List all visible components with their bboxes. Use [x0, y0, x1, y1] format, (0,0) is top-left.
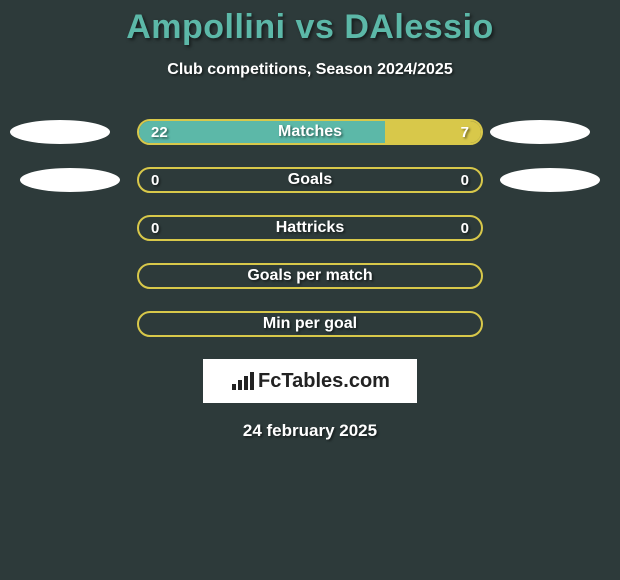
stat-bar: Matches22 7 — [137, 119, 483, 145]
player-marker-right — [490, 120, 590, 144]
logo: FcTables.com — [230, 370, 390, 393]
stat-value-left: 0 — [151, 217, 159, 239]
title-player-right: DAlessio — [344, 8, 494, 46]
logo-text: FcTables.com — [258, 370, 390, 393]
title-vs: vs — [296, 8, 335, 46]
stat-row: Min per goal — [0, 311, 620, 337]
stat-value-right: 0 — [461, 169, 469, 191]
bar-chart-icon — [230, 370, 256, 392]
stat-row: Hattricks0 0 — [0, 215, 620, 241]
main-container: Ampollini vs DAlessio Club competitions,… — [0, 0, 620, 441]
stat-label: Hattricks — [139, 217, 481, 239]
stat-row: Matches22 7 — [0, 119, 620, 145]
stat-bar: Goals0 0 — [137, 167, 483, 193]
player-marker-right — [500, 168, 600, 192]
subtitle: Club competitions, Season 2024/2025 — [0, 61, 620, 79]
logo-box: FcTables.com — [203, 359, 417, 403]
stat-value-right: 0 — [461, 217, 469, 239]
page-title: Ampollini vs DAlessio — [0, 8, 620, 47]
stat-label: Min per goal — [139, 313, 481, 335]
stat-row: Goals0 0 — [0, 167, 620, 193]
stat-bar: Hattricks0 0 — [137, 215, 483, 241]
stats-rows: Matches227Goals00Hattricks00Goals per ma… — [0, 119, 620, 337]
stat-bar: Min per goal — [137, 311, 483, 337]
player-marker-left — [10, 120, 110, 144]
title-player-left: Ampollini — [126, 8, 285, 46]
player-marker-left — [20, 168, 120, 192]
stat-label: Goals — [139, 169, 481, 191]
stat-value-left: 22 — [151, 121, 168, 143]
stat-row: Goals per match — [0, 263, 620, 289]
stat-bar: Goals per match — [137, 263, 483, 289]
stat-value-right: 7 — [461, 121, 469, 143]
stat-label: Goals per match — [139, 265, 481, 287]
stat-label: Matches — [139, 121, 481, 143]
stat-value-left: 0 — [151, 169, 159, 191]
date-text: 24 february 2025 — [0, 421, 620, 441]
